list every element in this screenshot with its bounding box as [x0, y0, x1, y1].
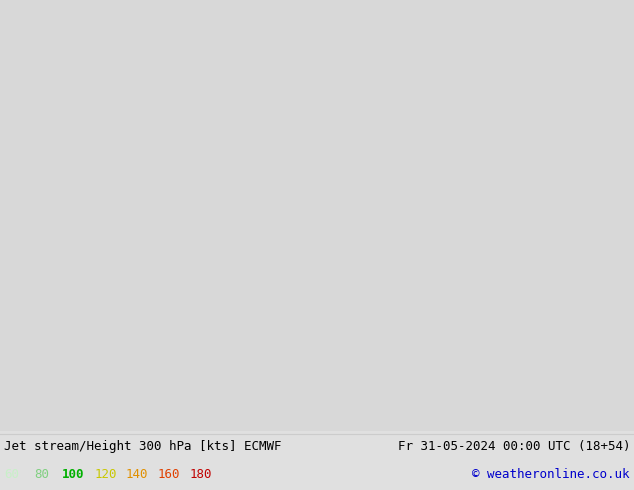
Text: 180: 180	[190, 468, 212, 481]
Text: Fr 31-05-2024 00:00 UTC (18+54): Fr 31-05-2024 00:00 UTC (18+54)	[398, 441, 630, 453]
Text: Jet stream/Height 300 hPa [kts] ECMWF: Jet stream/Height 300 hPa [kts] ECMWF	[4, 441, 281, 453]
Text: 140: 140	[126, 468, 148, 481]
Text: 120: 120	[95, 468, 117, 481]
Text: 100: 100	[62, 468, 84, 481]
Text: © weatheronline.co.uk: © weatheronline.co.uk	[472, 468, 630, 481]
Text: 60: 60	[4, 468, 19, 481]
Text: 80: 80	[34, 468, 49, 481]
Text: 160: 160	[158, 468, 181, 481]
